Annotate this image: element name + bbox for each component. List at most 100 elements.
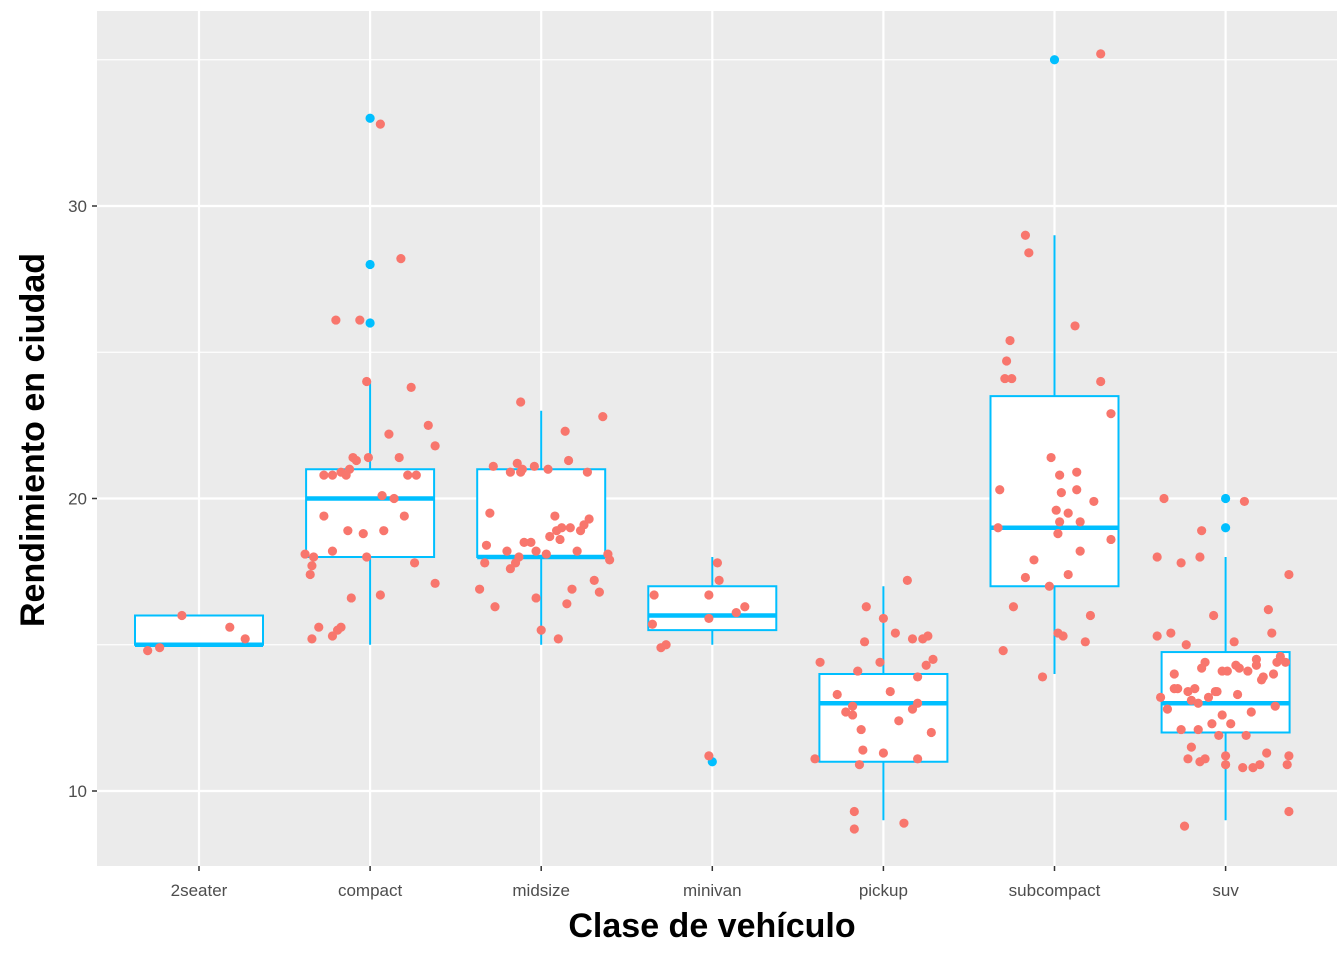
data-point-pickup [885, 686, 895, 697]
data-point-minivan [704, 613, 714, 624]
data-point-pickup [890, 628, 900, 638]
data-point-suv [1152, 552, 1162, 562]
data-point-subcompact [993, 523, 1003, 533]
data-point-midsize [589, 575, 599, 586]
data-point-minivan [731, 607, 741, 618]
data-point-midsize [505, 467, 516, 477]
data-point-midsize [584, 514, 594, 524]
data-point-suv [1238, 763, 1248, 773]
data-point-minivan [649, 590, 659, 600]
data-point-midsize [565, 523, 575, 533]
data-point-suv [1262, 748, 1272, 758]
data-point-compact [346, 593, 356, 603]
data-point-suv [1190, 684, 1200, 694]
data-point-pickup [913, 754, 923, 764]
data-point-suv [1280, 657, 1291, 667]
data-point-midsize [531, 546, 541, 556]
data-point-compact [362, 376, 372, 387]
data-point-suv [1251, 654, 1261, 664]
data-point-pickup [848, 710, 858, 720]
data-point-subcompact [1008, 602, 1019, 612]
x-tick-label-pickup: pickup [859, 881, 908, 900]
data-point-suv [1258, 672, 1268, 682]
data-point-suv [1200, 754, 1210, 764]
data-point-pickup [859, 637, 870, 647]
data-point-midsize [517, 464, 527, 474]
x-tick-label-2seater: 2seater [171, 881, 228, 900]
data-point-compact [375, 590, 385, 600]
data-point-suv [1197, 526, 1207, 536]
data-point-suv [1221, 751, 1231, 761]
data-point-subcompact [1044, 581, 1054, 591]
data-point-compact [307, 634, 317, 644]
data-point-suv [1212, 686, 1222, 697]
data-point-2seater [177, 610, 187, 621]
axis-layer: 10 20 30 2seater compact midsize minivan pickup… [68, 197, 1239, 900]
y-tick-label: 10 [68, 782, 87, 801]
box-iqr [989, 395, 1120, 588]
data-point-compact [430, 578, 440, 588]
x-tick-label-midsize: midsize [512, 881, 570, 900]
data-point-subcompact [1046, 452, 1056, 463]
outlier-point [1049, 55, 1060, 65]
data-point-compact [331, 315, 341, 325]
plot-panel [97, 11, 1337, 866]
data-point-midsize [543, 464, 553, 474]
data-point-pickup [913, 698, 923, 708]
data-point-pickup [853, 666, 863, 676]
data-point-midsize [555, 534, 565, 545]
data-point-compact [307, 561, 317, 571]
data-point-pickup [923, 631, 933, 641]
data-point-suv [1214, 730, 1224, 741]
data-point-suv [1193, 698, 1203, 708]
data-point-compact [362, 552, 372, 562]
data-point-subcompact [1075, 546, 1085, 556]
data-point-pickup [926, 727, 936, 738]
data-point-suv [1246, 707, 1256, 717]
data-point-subcompact [1029, 555, 1039, 565]
data-point-subcompact [1024, 248, 1034, 258]
data-point-compact [430, 441, 440, 451]
data-point-suv [1166, 628, 1176, 638]
data-point-midsize [502, 546, 512, 556]
data-point-subcompact [1020, 572, 1031, 583]
data-point-compact [319, 470, 329, 480]
y-axis-title: Rendimiento en ciudad [14, 253, 52, 627]
data-point-suv [1152, 631, 1162, 641]
data-point-minivan [714, 575, 724, 586]
data-point-suv [1282, 760, 1292, 770]
data-point-pickup [856, 724, 866, 735]
data-point-subcompact [1053, 529, 1063, 539]
data-point-suv [1217, 710, 1227, 720]
data-point-compact [406, 382, 416, 392]
data-point-midsize [514, 552, 524, 562]
data-point-2seater [143, 646, 153, 656]
data-point-2seater [225, 622, 235, 632]
data-point-pickup [902, 575, 912, 586]
data-point-compact [384, 429, 394, 439]
data-point-subcompact [1080, 637, 1090, 647]
data-point-compact [351, 455, 362, 466]
y-tick-label: 30 [68, 197, 87, 216]
data-point-suv [1234, 663, 1244, 673]
data-point-suv [1159, 493, 1169, 504]
data-point-compact [305, 569, 315, 580]
box-iqr [1160, 651, 1291, 734]
data-point-suv [1241, 730, 1251, 741]
data-point-midsize [526, 537, 536, 547]
data-point-suv [1284, 569, 1294, 580]
outlier-point [1221, 493, 1231, 504]
data-point-pickup [875, 657, 885, 667]
data-point-subcompact [998, 646, 1008, 656]
data-point-midsize [480, 558, 490, 568]
x-tick-label-suv: suv [1212, 881, 1239, 900]
data-point-midsize [545, 531, 555, 542]
data-point-compact [355, 315, 365, 325]
data-point-midsize [529, 461, 539, 471]
data-point-compact [423, 420, 433, 430]
data-point-suv [1176, 724, 1186, 735]
data-point-midsize [598, 412, 608, 422]
data-point-compact [309, 552, 319, 562]
outlier-point [365, 113, 375, 123]
outlier-point [365, 318, 375, 328]
